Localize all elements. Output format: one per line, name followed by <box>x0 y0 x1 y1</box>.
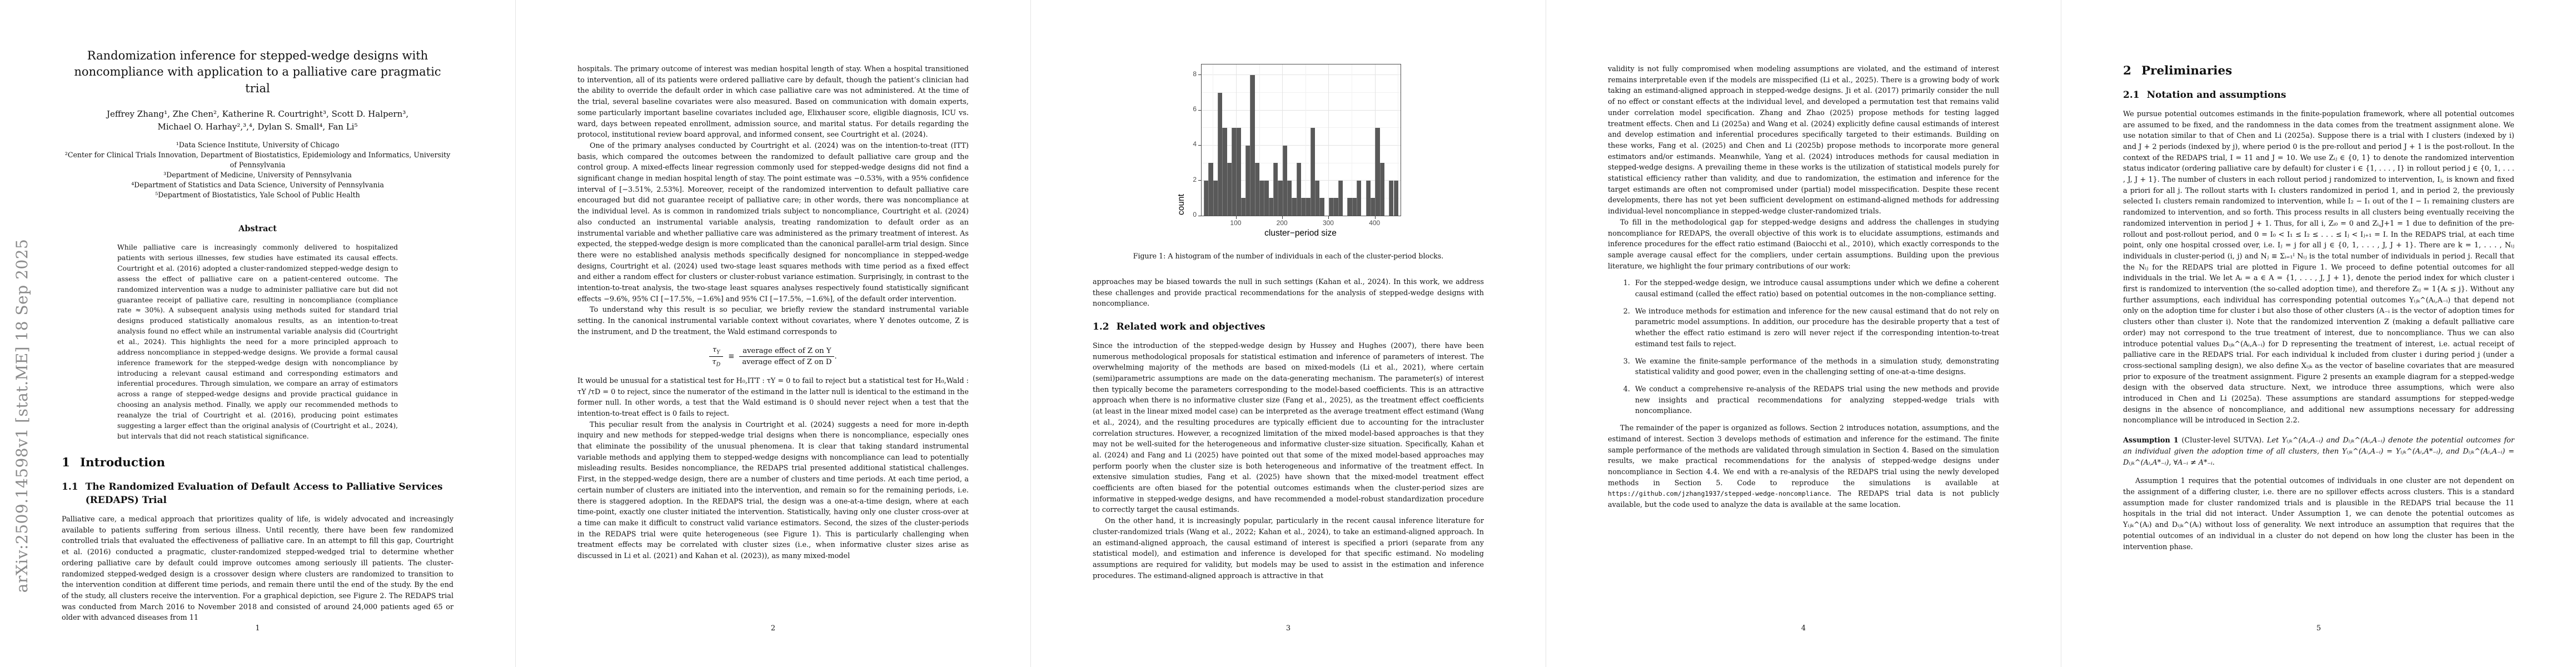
abstract-heading: Abstract <box>238 224 277 234</box>
paper-title: Randomization inference for stepped-wedg… <box>62 48 454 97</box>
wald-estimand-equation: τY τD ≡ average effect of Z on Y average… <box>577 346 969 368</box>
histogram-x-axis-label: cluster−period size <box>1264 228 1337 238</box>
subsection-1-1-title: The Randomized Evaluation of Default Acc… <box>85 481 443 506</box>
subsection-1-2-heading: 1.2 Related work and objectives <box>1093 321 1484 334</box>
affiliation-3: ³Department of Medicine, University of P… <box>163 170 352 179</box>
wald-rhs-fraction: average effect of Z on Y average effect … <box>739 347 835 366</box>
section-2-title: Preliminaries <box>2141 64 2233 78</box>
abstract-text: While palliative care is increasingly co… <box>117 243 398 440</box>
page-number-3: 3 <box>1285 624 1291 633</box>
assumption-1-qualifier: (Cluster-level SUTVA). <box>2178 436 2267 445</box>
remainder-text-post: . The REDAPS trial data is not publicly … <box>1608 490 1999 510</box>
paragraph: Since the introduction of the stepped-we… <box>1093 341 1484 515</box>
affiliation-1: ¹Data Science Institute, University of C… <box>176 141 340 150</box>
wald-lhs-fraction: τY τD <box>709 346 724 368</box>
equivalence-symbol: ≡ <box>728 352 735 361</box>
subsection-2-1-heading: 2.1 Notation and assumptions <box>2123 89 2514 102</box>
page-5: 2 Preliminaries 2.1 Notation and assumpt… <box>2061 0 2576 667</box>
author-list: Jeffrey Zhang¹, Zhe Chen², Katherine R. … <box>62 108 454 133</box>
author-line-2: Michael O. Harhay²,³,⁴, Dylan S. Small⁴,… <box>157 121 358 132</box>
assumption-1-body: Let Yᵢⱼₖ^(Aᵢ,A₋ᵢ) and Dᵢⱼₖ^(Aᵢ,A₋ᵢ) deno… <box>2123 436 2514 467</box>
paragraph: It would be unusual for a statistical te… <box>577 376 969 418</box>
subsection-1-1-number: 1.1 <box>62 481 78 493</box>
assumption-1: Assumption 1 (Cluster-level SUTVA). Let … <box>2123 435 2514 468</box>
paragraph: We pursue potential outcomes estimands i… <box>2123 109 2514 425</box>
author-line-1: Jeffrey Zhang¹, Zhe Chen², Katherine R. … <box>106 109 409 120</box>
arxiv-watermark: arXiv:2509.14598v1 [stat.ME] 18 Sep 2025 <box>13 238 31 593</box>
assumption-1-label: Assumption 1 <box>2123 436 2179 445</box>
contribution-item-3: 3. We examine the finite-sample performa… <box>1623 357 1999 377</box>
section-1-heading: 1 Introduction <box>62 456 454 470</box>
paper-title-line-2: noncompliance with application to a pall… <box>74 65 441 95</box>
figure-1-caption: Figure 1: A histogram of the number of i… <box>1133 252 1444 260</box>
paper-title-line-1: Randomization inference for stepped-wedg… <box>87 49 428 62</box>
paragraph: Palliative care, a medical approach that… <box>62 515 454 623</box>
paragraph: validity is not fully compromised when m… <box>1608 65 1999 216</box>
remainder-text-pre: The remainder of the paper is organized … <box>1608 424 1999 487</box>
affiliations: ¹Data Science Institute, University of C… <box>62 140 454 200</box>
section-2-heading: 2 Preliminaries <box>2123 64 2514 78</box>
paragraph: To fill in the methodological gap for st… <box>1608 218 1999 271</box>
affiliation-4: ⁴Department of Statistics and Data Scien… <box>131 180 384 189</box>
page-number-4: 4 <box>1801 624 1806 633</box>
subsection-1-1-heading: 1.1 The Randomized Evaluation of Default… <box>62 481 454 507</box>
contribution-item-4: 4. We conduct a comprehensive re-analysi… <box>1623 385 1999 416</box>
paragraph: One of the primary analyses conducted by… <box>577 141 969 303</box>
contribution-item-2: 2. We introduce methods for estimation a… <box>1623 307 1999 349</box>
subsection-2-1-number: 2.1 <box>2123 89 2140 101</box>
page-number-5: 5 <box>2316 624 2321 633</box>
subsection-1-2-title: Related work and objectives <box>1116 321 1265 333</box>
paragraph: The remainder of the paper is organized … <box>1608 423 1999 511</box>
paragraph: hospitals. The primary outcome of intere… <box>577 65 969 140</box>
github-repo-link[interactable]: https://github.com/jzhang1937/stepped-we… <box>1608 490 1829 498</box>
subsection-1-2-number: 1.2 <box>1093 321 1109 333</box>
contribution-item-1: 1. For the stepped-wedge design, we intr… <box>1623 279 1999 299</box>
subsection-2-1-title: Notation and assumptions <box>2146 89 2286 101</box>
paragraph: approaches may be biased towards the nul… <box>1093 278 1484 308</box>
affiliation-5: ⁵Department of Biostatistics, Yale Schoo… <box>155 190 360 199</box>
page-1: arXiv:2509.14598v1 [stat.ME] 18 Sep 2025… <box>0 0 515 667</box>
section-1-title: Introduction <box>79 456 166 470</box>
paragraph: Assumption 1 requires that the potential… <box>2123 477 2514 551</box>
paragraph: On the other hand, it is increasingly po… <box>1093 517 1484 580</box>
page-number-1: 1 <box>255 624 260 633</box>
page-2: hospitals. The primary outcome of intere… <box>515 0 1030 667</box>
histogram-panel <box>1198 64 1401 219</box>
paragraph: This peculiar result from the analysis i… <box>577 420 969 561</box>
affiliation-2: ²Center for Clinical Trials Innovation, … <box>64 151 451 169</box>
equation-period: . <box>834 352 837 361</box>
section-1-number: 1 <box>62 456 70 470</box>
page-4: validity is not fully compromised when m… <box>1546 0 2061 667</box>
histogram-y-axis-label: count <box>1177 194 1186 215</box>
page-number-2: 2 <box>770 624 776 633</box>
section-2-number: 2 <box>2123 64 2131 78</box>
paragraph: To understand why this result is so pecu… <box>577 306 969 336</box>
histogram-x-tick-labels: 100 200 300 400 <box>1230 219 1381 227</box>
